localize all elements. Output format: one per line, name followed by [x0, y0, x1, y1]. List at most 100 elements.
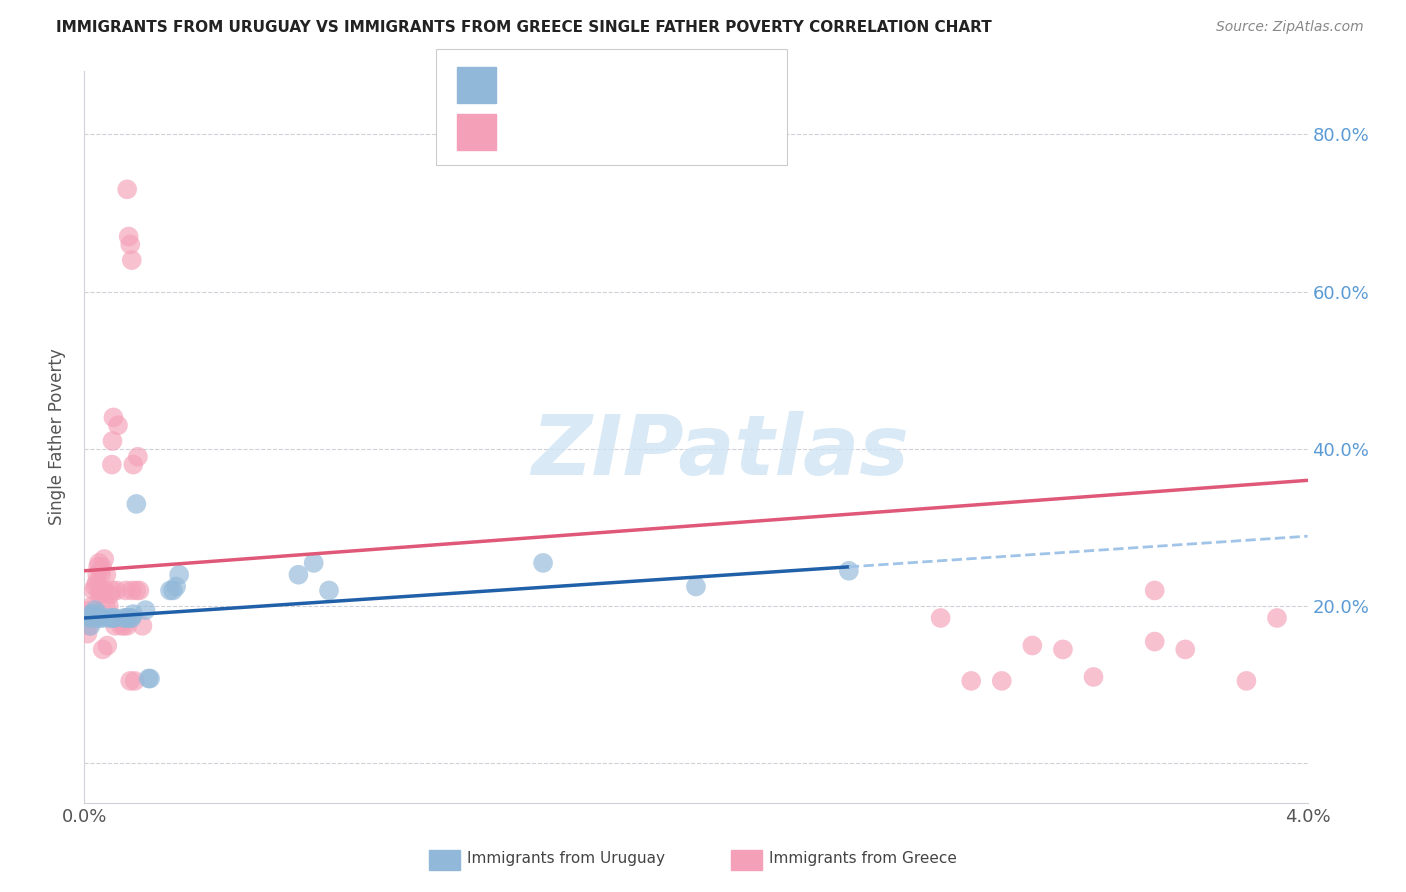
Point [159, 583, 181, 598]
Point [89, 583, 111, 598]
Point [121, 611, 143, 625]
Point [91, 559, 114, 574]
Point [685, 580, 707, 594]
Point [93, 552, 115, 566]
Point [318, 583, 340, 598]
Text: N =: N = [605, 71, 657, 89]
Point [122, 458, 145, 472]
Point [83, 607, 105, 621]
Point [120, 673, 142, 688]
Point [101, 458, 124, 472]
Text: R =: R = [506, 71, 546, 89]
Text: Source: ZipAtlas.com: Source: ZipAtlas.com [1216, 20, 1364, 34]
Point [104, 619, 127, 633]
Point [96, 567, 118, 582]
Point [101, 583, 124, 598]
Point [80, 611, 103, 625]
Point [90, 567, 112, 582]
Point [287, 567, 309, 582]
Point [112, 611, 135, 625]
Point [105, 583, 128, 598]
Point [115, 619, 138, 633]
Point [97, 611, 120, 625]
Point [80, 599, 103, 614]
Text: IMMIGRANTS FROM URUGUAY VS IMMIGRANTS FROM GREECE SINGLE FATHER POVERTY CORRELAT: IMMIGRANTS FROM URUGUAY VS IMMIGRANTS FR… [56, 20, 993, 35]
Point [87, 559, 110, 574]
Text: 12: 12 [644, 71, 669, 89]
Text: Immigrants from Greece: Immigrants from Greece [769, 852, 957, 866]
Point [124, 673, 146, 688]
Text: R =: R = [506, 119, 546, 136]
Point [115, 182, 138, 196]
Point [76, 626, 98, 640]
Point [1143, 583, 1166, 598]
Point [114, 583, 136, 598]
Point [122, 607, 145, 621]
Point [86, 575, 108, 590]
Point [103, 611, 125, 625]
Point [1083, 670, 1105, 684]
Point [79, 607, 101, 621]
Point [91, 611, 114, 625]
Point [101, 611, 124, 625]
Point [127, 450, 149, 464]
Point [162, 583, 184, 598]
Point [1236, 673, 1258, 688]
Point [86, 567, 108, 582]
Text: Immigrants from Uruguay: Immigrants from Uruguay [467, 852, 665, 866]
Point [125, 583, 148, 598]
Point [83, 583, 105, 598]
Point [89, 587, 111, 601]
Point [84, 580, 107, 594]
Point [94, 599, 117, 614]
Point [77, 619, 100, 633]
Point [89, 611, 111, 625]
Point [135, 603, 157, 617]
Point [101, 434, 124, 448]
Point [1143, 634, 1166, 648]
Point [98, 587, 121, 601]
Point [960, 673, 983, 688]
Point [167, 567, 190, 582]
Point [1265, 611, 1288, 625]
Text: 46: 46 [644, 119, 669, 136]
Point [87, 556, 110, 570]
Point [107, 418, 129, 433]
Point [1021, 639, 1043, 653]
Point [139, 672, 162, 686]
Point [118, 229, 141, 244]
Point [1052, 642, 1074, 657]
Point [104, 611, 127, 625]
Text: 0.321: 0.321 [548, 71, 605, 89]
Point [97, 599, 120, 614]
Point [115, 611, 138, 625]
Point [1174, 642, 1197, 657]
Point [121, 253, 143, 268]
Point [929, 611, 952, 625]
Point [125, 497, 148, 511]
Point [302, 556, 325, 570]
Y-axis label: Single Father Poverty: Single Father Poverty [48, 349, 66, 525]
Point [87, 607, 110, 621]
Point [93, 583, 115, 598]
Text: N =: N = [605, 119, 657, 136]
Point [112, 619, 135, 633]
Point [114, 611, 136, 625]
Point [991, 673, 1014, 688]
Point [165, 580, 187, 594]
Point [531, 556, 554, 570]
Point [91, 642, 114, 657]
Point [80, 607, 103, 621]
Point [110, 619, 132, 633]
Point [120, 611, 142, 625]
Point [86, 611, 108, 625]
Point [120, 237, 142, 252]
Point [103, 410, 125, 425]
Point [79, 619, 101, 633]
Text: ZIPatlas: ZIPatlas [531, 411, 910, 492]
Point [84, 603, 107, 617]
Point [121, 583, 143, 598]
Text: 0.154: 0.154 [548, 119, 605, 136]
Point [96, 639, 118, 653]
Point [131, 619, 153, 633]
